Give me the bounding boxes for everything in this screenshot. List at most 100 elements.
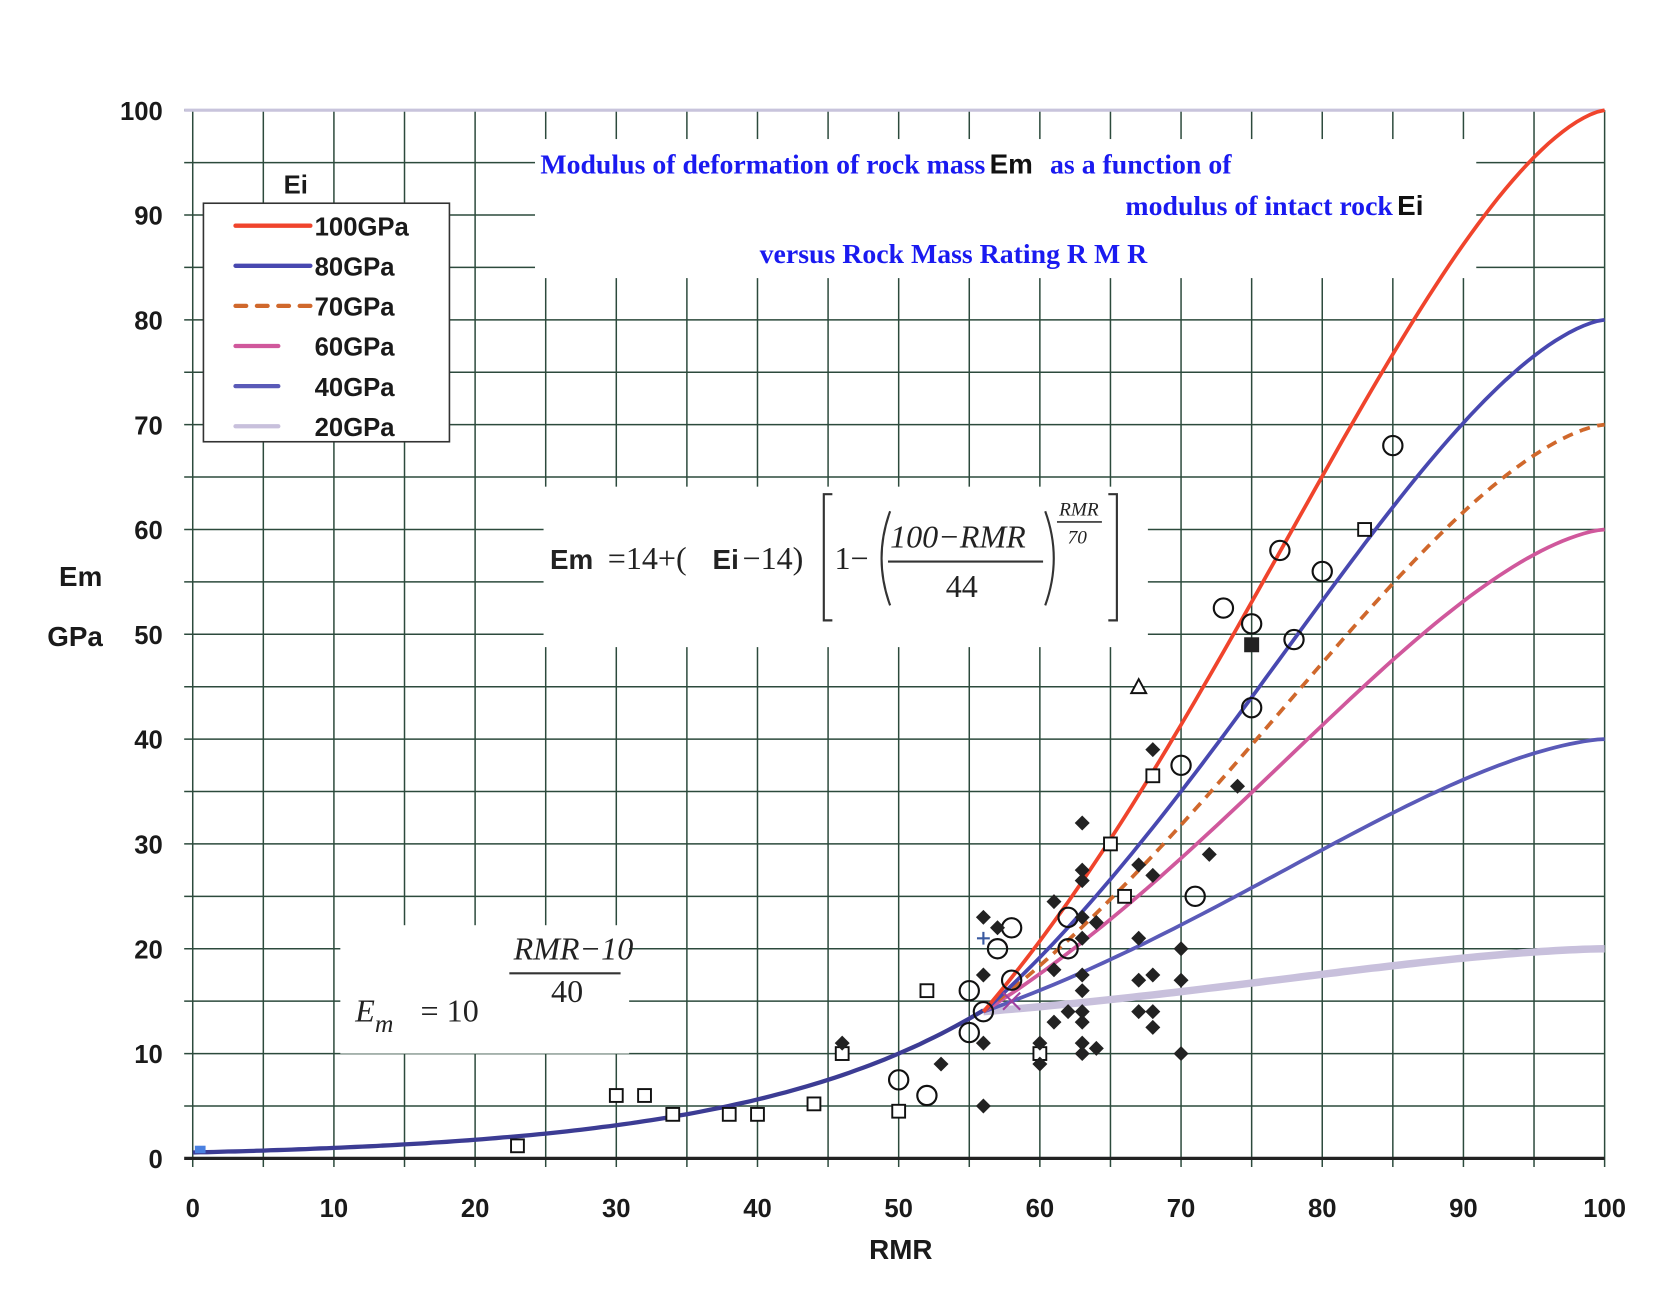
- point-filled-diamond: [1145, 1004, 1161, 1020]
- y-tick-label: 40: [134, 727, 163, 755]
- y-tick-label: 20: [134, 936, 163, 964]
- point-filled-diamond: [1088, 1040, 1104, 1056]
- point-open-circle: [1240, 696, 1263, 719]
- y-tick-label: 100: [120, 98, 163, 126]
- point-open-square: [750, 1106, 765, 1122]
- x-tick-labels: 0 10 20 30 40 50 60 70 80 90 100: [186, 1195, 1626, 1223]
- eq2-e: E: [354, 992, 375, 1028]
- point-filled-diamond: [1046, 962, 1062, 978]
- point-open-triangle: [1129, 677, 1148, 695]
- series-line-40GPa: [982, 737, 1605, 1014]
- point-open-circle: [1170, 754, 1192, 777]
- x-tick-label: 100: [1583, 1195, 1626, 1223]
- title-background: [535, 139, 1477, 279]
- series-line-20GPa: [983, 945, 1605, 1016]
- point-filled-diamond: [1230, 778, 1246, 794]
- point-filled-diamond: [1145, 1019, 1161, 1035]
- eq-part: 1−: [835, 540, 869, 576]
- point-filled-diamond: [1046, 1014, 1062, 1030]
- x-tick-label: 30: [602, 1195, 631, 1223]
- point-open-circle: [1184, 885, 1206, 908]
- point-open-circle: [986, 938, 1009, 960]
- point-filled-diamond: [1032, 1056, 1048, 1072]
- eq-den: 44: [946, 568, 978, 604]
- x-axis-label: RMR: [869, 1234, 932, 1265]
- right-bracket: [1108, 493, 1118, 622]
- point-open-circle: [1283, 628, 1305, 651]
- point-filled-diamond: [1201, 846, 1217, 862]
- point-filled-diamond: [990, 920, 1005, 936]
- point-filled-diamond: [1074, 815, 1090, 831]
- equation2-background: [340, 925, 630, 1054]
- point-open-circle: [1212, 597, 1235, 619]
- y-tick-labels: 0 10 20 30 40 50 60 70 80 90 100: [120, 98, 163, 1174]
- y-axis-label-line1: Em: [59, 561, 102, 592]
- point-open-circle: [958, 979, 980, 1002]
- legend-title: Ei: [284, 172, 308, 200]
- point-filled-diamond: [975, 909, 991, 925]
- point-filled-diamond: [1131, 1004, 1147, 1020]
- legend-label: 40GPa: [315, 374, 396, 402]
- point-filled-diamond: [1074, 1046, 1090, 1062]
- point-open-square: [1117, 888, 1132, 904]
- point-filled-diamond: [975, 967, 991, 983]
- y-tick-label: 70: [134, 412, 163, 440]
- point-filled-diamond: [1032, 1035, 1048, 1051]
- legend-label: 100GPa: [315, 213, 410, 241]
- point-filled-diamond: [1131, 930, 1147, 946]
- series-line-100GPa: [981, 108, 1606, 1013]
- title-ei: Ei: [1397, 190, 1423, 221]
- point-filled-diamond: [1074, 930, 1090, 946]
- point-filled-diamond: [1074, 1004, 1090, 1020]
- x-tick-label: 60: [1026, 1195, 1055, 1223]
- point-filled-diamond: [834, 1035, 850, 1051]
- eq2-sub: m: [375, 1009, 394, 1038]
- title-part: modulus of intact rock: [1125, 191, 1393, 222]
- eq2-mid: = 10: [421, 992, 479, 1028]
- legend: Ei 100GPa 80GPa 70GPa 60GPa 40GPa 20GPa: [202, 172, 451, 443]
- legend-box: [202, 202, 451, 443]
- eq2-exp-num: RMR−10: [513, 930, 634, 966]
- point-open-circle: [1240, 613, 1263, 635]
- point-filled-diamond: [1074, 983, 1090, 999]
- point-filled-diamond: [1074, 862, 1090, 878]
- point-filled-diamond: [1074, 909, 1090, 925]
- point-open-circle: [887, 1069, 910, 1091]
- x-tick-label: 50: [884, 1195, 913, 1223]
- eq-part: −14): [743, 540, 804, 576]
- x-tick-label: 20: [461, 1195, 490, 1223]
- x-tick-label: 80: [1308, 1195, 1337, 1223]
- eq-ei: Ei: [713, 544, 739, 575]
- series-line-70GPa: [982, 422, 1605, 1014]
- point-filled-diamond: [1046, 894, 1062, 910]
- point-open-square: [721, 1106, 737, 1122]
- point-filled-diamond: [1131, 972, 1147, 988]
- point-open-circle: [916, 1084, 938, 1107]
- eq2-lhs: Em: [354, 992, 393, 1038]
- equation1-background: [543, 486, 1148, 648]
- point-plus: [976, 931, 990, 945]
- base-curve-marker: [194, 1145, 206, 1154]
- point-open-circle: [1269, 539, 1291, 562]
- point-open-square: [637, 1088, 652, 1103]
- point-filled-square: [1244, 637, 1260, 653]
- point-open-circle: [958, 1021, 980, 1044]
- left-bracket: [822, 493, 833, 622]
- y-axis-label-line2: GPa: [47, 621, 103, 652]
- point-open-square: [919, 983, 935, 999]
- x-tick-label: 0: [186, 1195, 200, 1223]
- point-filled-diamond: [1060, 1004, 1076, 1020]
- eq-exp-den: 70: [1068, 527, 1088, 548]
- equation-em-ei: Em =14+( Ei −14) 1− 100−RMR 44 RMR 70: [550, 493, 1118, 622]
- point-open-square: [1357, 522, 1372, 537]
- legend-label: 70GPa: [315, 294, 396, 322]
- y-tick-label: 10: [134, 1041, 163, 1069]
- x-tick-label: 70: [1167, 1195, 1196, 1223]
- chart-title-line1: Modulus of deformation of rock mass Em a…: [540, 148, 1232, 180]
- point-filled-diamond: [1145, 742, 1161, 758]
- point-filled-diamond: [933, 1056, 949, 1072]
- point-open-circle: [1057, 938, 1079, 960]
- left-paren: [880, 510, 892, 606]
- point-filled-diamond: [1173, 972, 1189, 988]
- data-points: [510, 434, 1404, 1154]
